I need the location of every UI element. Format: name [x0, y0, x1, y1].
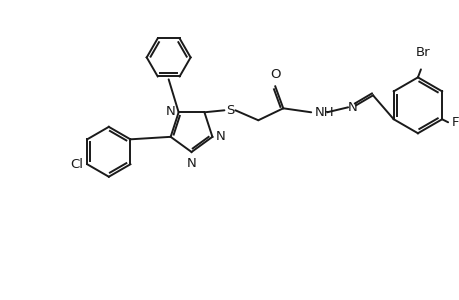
Text: F: F — [451, 116, 459, 129]
Text: S: S — [226, 104, 234, 117]
Text: N: N — [347, 101, 357, 114]
Text: NH: NH — [314, 106, 334, 119]
Text: Cl: Cl — [70, 158, 83, 171]
Text: Br: Br — [414, 46, 429, 59]
Text: N: N — [215, 130, 224, 143]
Text: N: N — [186, 157, 196, 170]
Text: O: O — [269, 68, 280, 81]
Text: N: N — [166, 105, 175, 118]
